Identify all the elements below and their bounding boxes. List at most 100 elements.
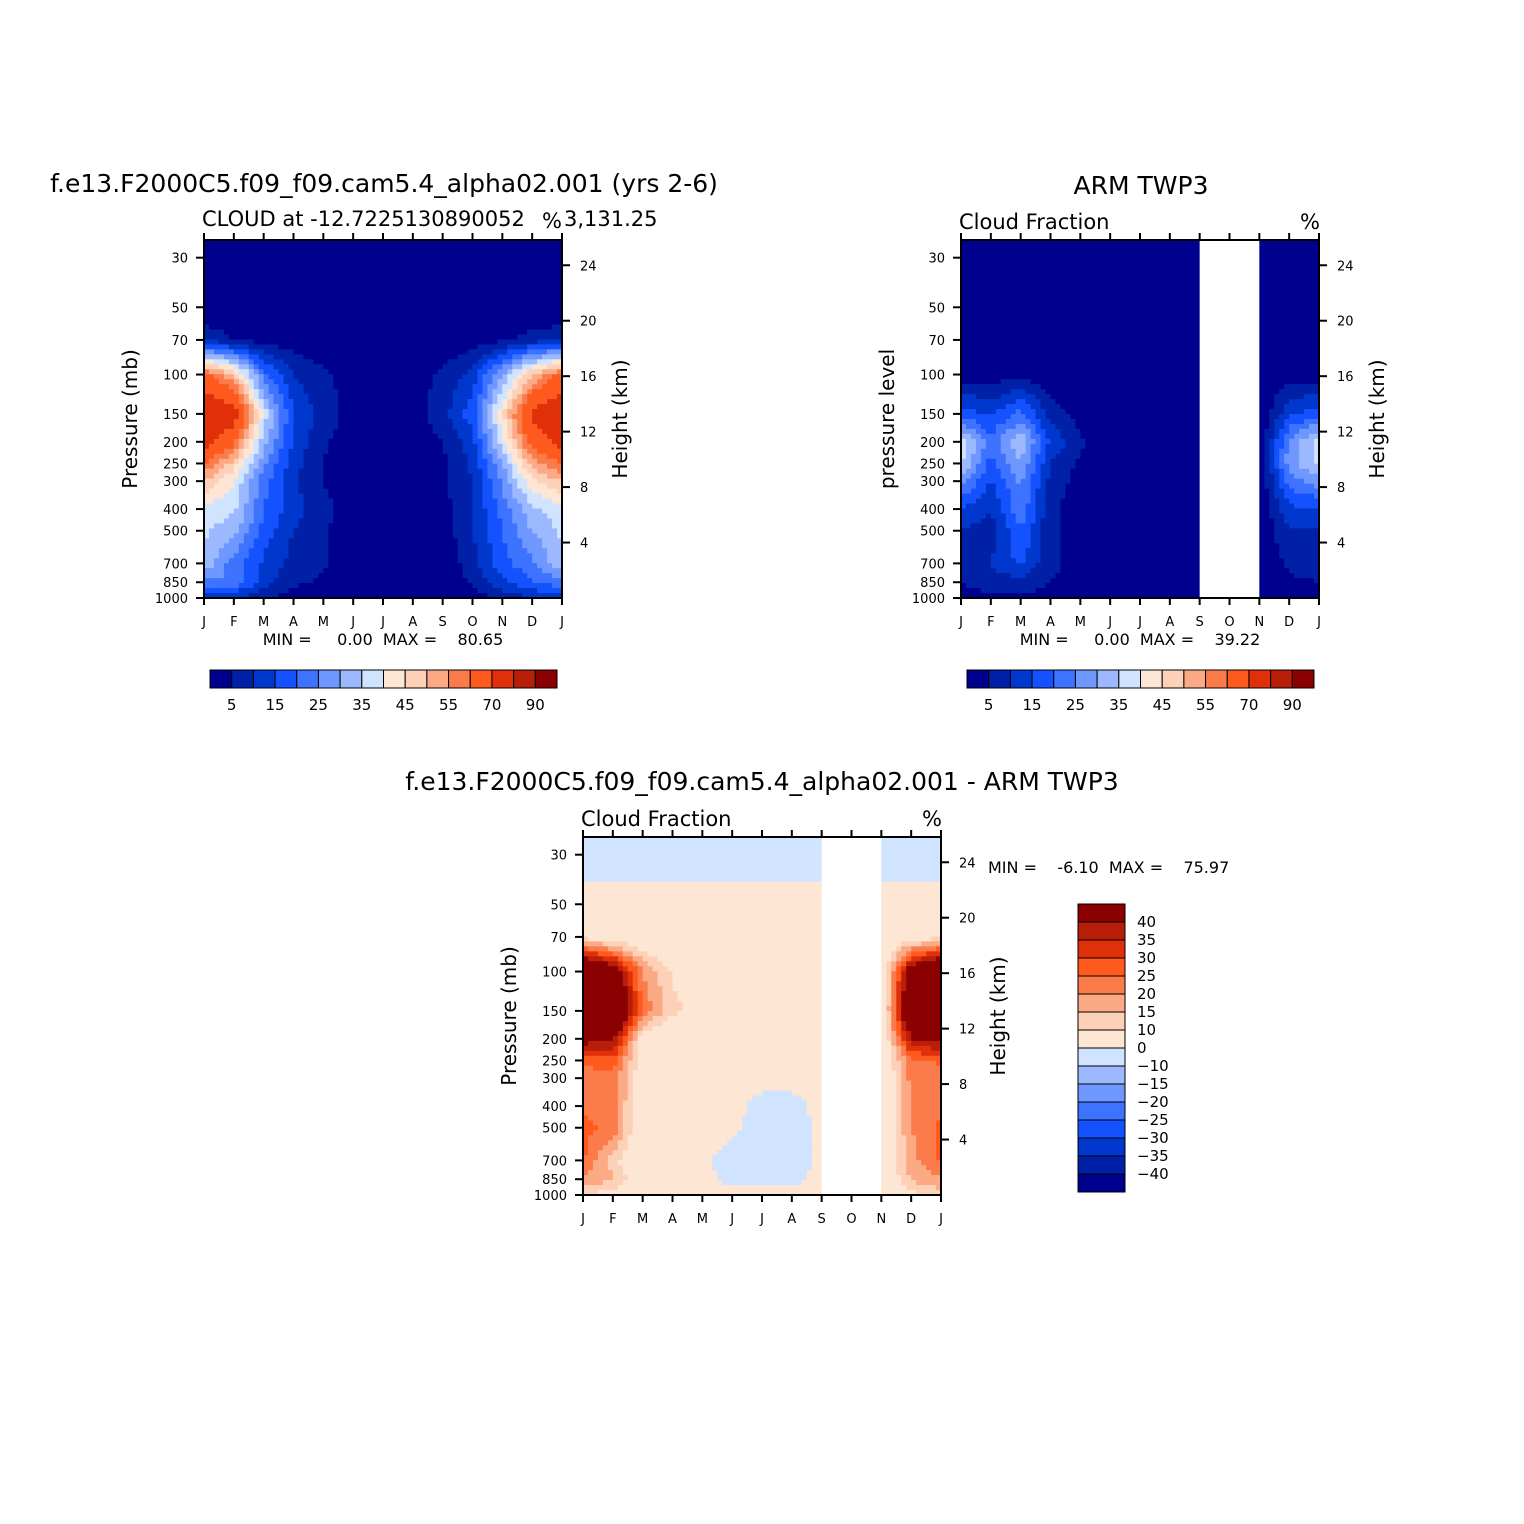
contour-cell <box>208 240 215 246</box>
contour-cell <box>557 289 562 296</box>
contour-cell <box>487 309 493 316</box>
contour-cell <box>233 548 240 554</box>
contour-cell <box>522 433 528 440</box>
contour-cell <box>258 384 265 390</box>
contour-cell <box>522 508 528 515</box>
contour-cell <box>328 404 334 410</box>
contour-cell <box>263 478 270 485</box>
contour-cell <box>522 399 528 405</box>
contour-cell <box>532 543 538 549</box>
contour-cell <box>402 493 409 500</box>
contour-cell <box>248 433 255 440</box>
contour-cell <box>547 448 553 455</box>
contour-cell <box>328 414 334 420</box>
contour-cell <box>422 399 429 405</box>
contour-cell <box>228 339 235 346</box>
contour-cell <box>457 498 464 505</box>
contour-cell <box>447 513 454 520</box>
contour-cell <box>308 513 314 520</box>
contour-cell <box>378 399 384 405</box>
contour-cell <box>233 473 240 480</box>
contour-cell <box>273 578 280 584</box>
contour-cell <box>527 548 533 554</box>
contour-cell <box>422 483 429 490</box>
contour-cell <box>243 533 250 539</box>
contour-cell <box>343 543 349 549</box>
contour-cell <box>387 503 394 510</box>
contour-cell <box>442 493 449 500</box>
contour-cell <box>318 518 324 525</box>
contour-cell <box>318 274 324 281</box>
contour-cell <box>532 354 538 360</box>
contour-cell <box>298 414 305 420</box>
contour-cell <box>363 419 369 425</box>
contour-cell <box>328 289 334 296</box>
contour-cell <box>278 269 285 276</box>
contour-cell <box>442 329 449 336</box>
contour-cell <box>507 503 513 510</box>
contour-cell <box>472 309 479 316</box>
contour-cell <box>348 359 354 365</box>
contour-cell <box>373 279 379 286</box>
contour-cell <box>243 319 250 326</box>
contour-cell <box>323 498 329 505</box>
contour-cell <box>343 523 349 529</box>
contour-cell <box>383 319 389 326</box>
contour-cell <box>273 304 280 311</box>
contour-cell <box>343 473 349 480</box>
contour-cell <box>204 498 210 505</box>
contour-cell <box>462 483 469 490</box>
contour-cell <box>228 289 235 296</box>
contour-cell <box>497 314 503 321</box>
contour-cell <box>442 414 449 420</box>
contour-cell <box>402 314 409 321</box>
contour-cell <box>387 349 394 355</box>
contour-cell <box>387 443 394 450</box>
contour-cell <box>233 309 240 316</box>
contour-cell <box>412 359 419 365</box>
contour-cell <box>502 563 508 569</box>
contour-cell <box>427 573 434 579</box>
contour-cell <box>442 419 449 425</box>
contour-cell <box>512 563 518 569</box>
contour-cell <box>537 518 543 525</box>
contour-cell <box>482 324 489 331</box>
contour-cell <box>283 458 290 465</box>
contour-cell <box>378 443 384 450</box>
contour-cell <box>308 498 314 505</box>
contour-cell <box>283 339 290 346</box>
contour-cell <box>467 498 474 505</box>
contour-cell <box>308 438 314 445</box>
contour-cell <box>308 508 314 515</box>
contour-cell <box>218 244 225 251</box>
contour-cell <box>407 428 414 435</box>
contour-cell <box>308 319 314 326</box>
contour-cell <box>462 284 469 291</box>
contour-cell <box>333 274 339 281</box>
contour-cell <box>552 513 558 520</box>
contour-cell <box>477 409 484 415</box>
contour-cell <box>512 249 518 256</box>
contour-cell <box>263 428 270 435</box>
contour-cell <box>402 578 409 584</box>
contour-cell <box>387 240 394 246</box>
contour-cell <box>263 274 270 281</box>
contour-cell <box>238 453 245 460</box>
contour-cell <box>204 414 210 420</box>
contour-cell <box>268 359 275 365</box>
contour-cell <box>417 409 424 415</box>
contour-cell <box>547 319 553 326</box>
contour-cell <box>447 533 454 539</box>
contour-cell <box>387 573 394 579</box>
contour-cell <box>537 279 543 286</box>
contour-cell <box>542 438 548 445</box>
contour-cell <box>313 254 319 261</box>
contour-cell <box>407 538 414 544</box>
contour-cell <box>383 453 389 460</box>
contour-cell <box>278 573 285 579</box>
contour-cell <box>273 548 280 554</box>
contour-cell <box>348 314 354 321</box>
contour-cell <box>477 419 484 425</box>
contour-cell <box>204 279 210 286</box>
contour-cell <box>248 274 255 281</box>
